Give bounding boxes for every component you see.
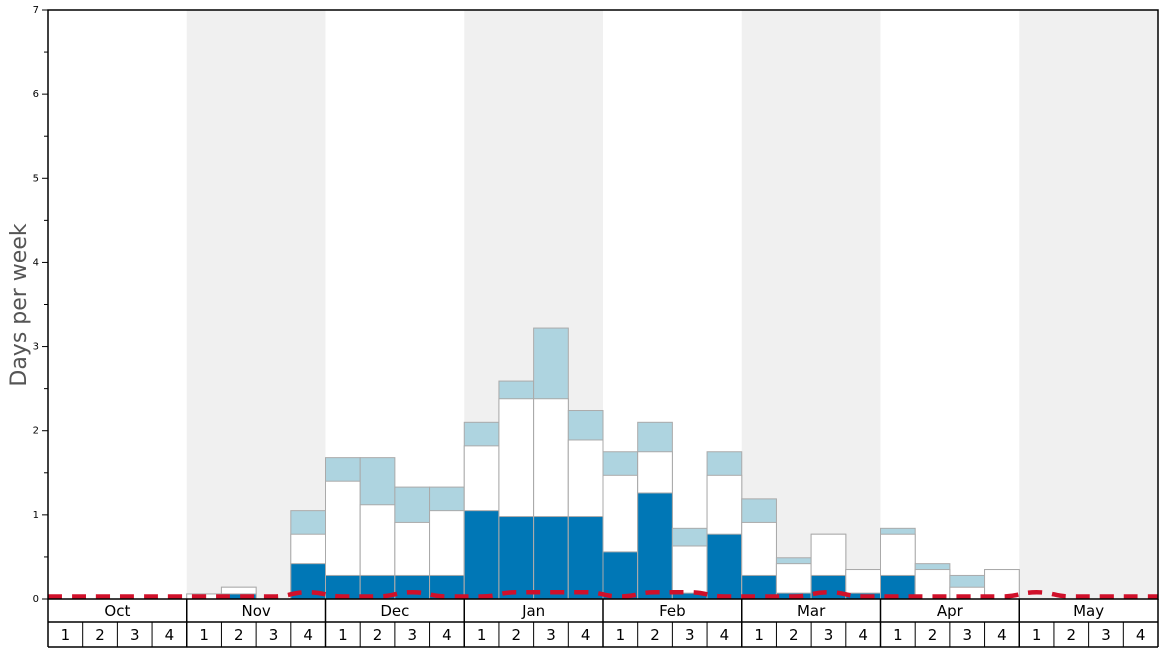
week-label: 2	[234, 626, 244, 644]
week-label: 3	[269, 626, 279, 644]
week-label: 1	[61, 626, 71, 644]
week-label: 4	[1136, 626, 1146, 644]
bar-dark-13	[463, 510, 500, 600]
week-label: 1	[199, 626, 209, 644]
month-label-jan: Jan	[521, 602, 545, 620]
y-tick-label: 7	[33, 5, 39, 16]
week-label: 1	[1032, 626, 1042, 644]
week-label: 1	[754, 626, 764, 644]
trend-line	[48, 590, 1158, 599]
y-tick-label: 5	[33, 173, 39, 184]
month-label-nov: Nov	[241, 602, 270, 620]
x-axis: Oct 1 2 3 4 Nov 1 2 3 4 Dec 1 2 3 4 Jan 1 2 3 4 Feb 1 2 3 4 Mar 1 2…	[47, 599, 1159, 648]
week-label: 2	[373, 626, 383, 644]
week-label: 4	[858, 626, 868, 644]
week-label: 4	[442, 626, 452, 644]
month-label-apr: Apr	[937, 602, 964, 620]
week-label: 2	[95, 626, 105, 644]
y-tick-label: 1	[33, 510, 39, 521]
week-label: 3	[546, 626, 556, 644]
bar-dark-11	[394, 574, 431, 600]
bar-dark-15	[533, 516, 569, 600]
y-tick-label: 4	[33, 257, 39, 268]
bar-dark-16	[567, 516, 604, 600]
week-label: 3	[130, 626, 140, 644]
week-label: 4	[165, 626, 175, 644]
month-label-feb: Feb	[659, 602, 686, 620]
week-label: 3	[407, 626, 417, 644]
month-label-mar: Mar	[797, 602, 826, 620]
week-label: 2	[650, 626, 660, 644]
month-label-oct: Oct	[104, 602, 130, 620]
y-tick-label: 3	[33, 342, 39, 353]
week-label: 2	[1067, 626, 1077, 644]
week-label: 1	[338, 626, 348, 644]
y-tick-label: 6	[33, 89, 39, 100]
bar-dark-14	[498, 516, 535, 600]
week-label: 3	[685, 626, 695, 644]
month-shade-nov	[186, 10, 326, 599]
month-label-may: May	[1073, 602, 1104, 620]
week-label: 1	[616, 626, 626, 644]
week-label: 4	[581, 626, 591, 644]
week-label: 1	[893, 626, 903, 644]
week-label: 4	[303, 626, 313, 644]
week-label: 2	[928, 626, 938, 644]
bar-dark-17	[602, 551, 639, 600]
month-shading	[186, 10, 1158, 599]
week-label: 1	[477, 626, 487, 644]
y-tick-label: 0	[33, 594, 39, 605]
trend-line-path	[48, 590, 1158, 599]
week-label: 3	[824, 626, 834, 644]
bar-dark-18	[637, 492, 673, 600]
week-label: 4	[997, 626, 1007, 644]
week-label: 3	[1101, 626, 1111, 644]
bar-mid-26	[914, 569, 951, 600]
week-label: 2	[789, 626, 799, 644]
bar-dark-20	[706, 533, 743, 600]
week-label: 3	[962, 626, 972, 644]
y-axis-label: Days per week	[7, 223, 32, 386]
y-tick-label: 2	[33, 426, 39, 437]
month-shade-may	[1019, 10, 1158, 599]
month-label-dec: Dec	[380, 602, 409, 620]
week-label: 2	[512, 626, 522, 644]
week-label: 4	[720, 626, 730, 644]
